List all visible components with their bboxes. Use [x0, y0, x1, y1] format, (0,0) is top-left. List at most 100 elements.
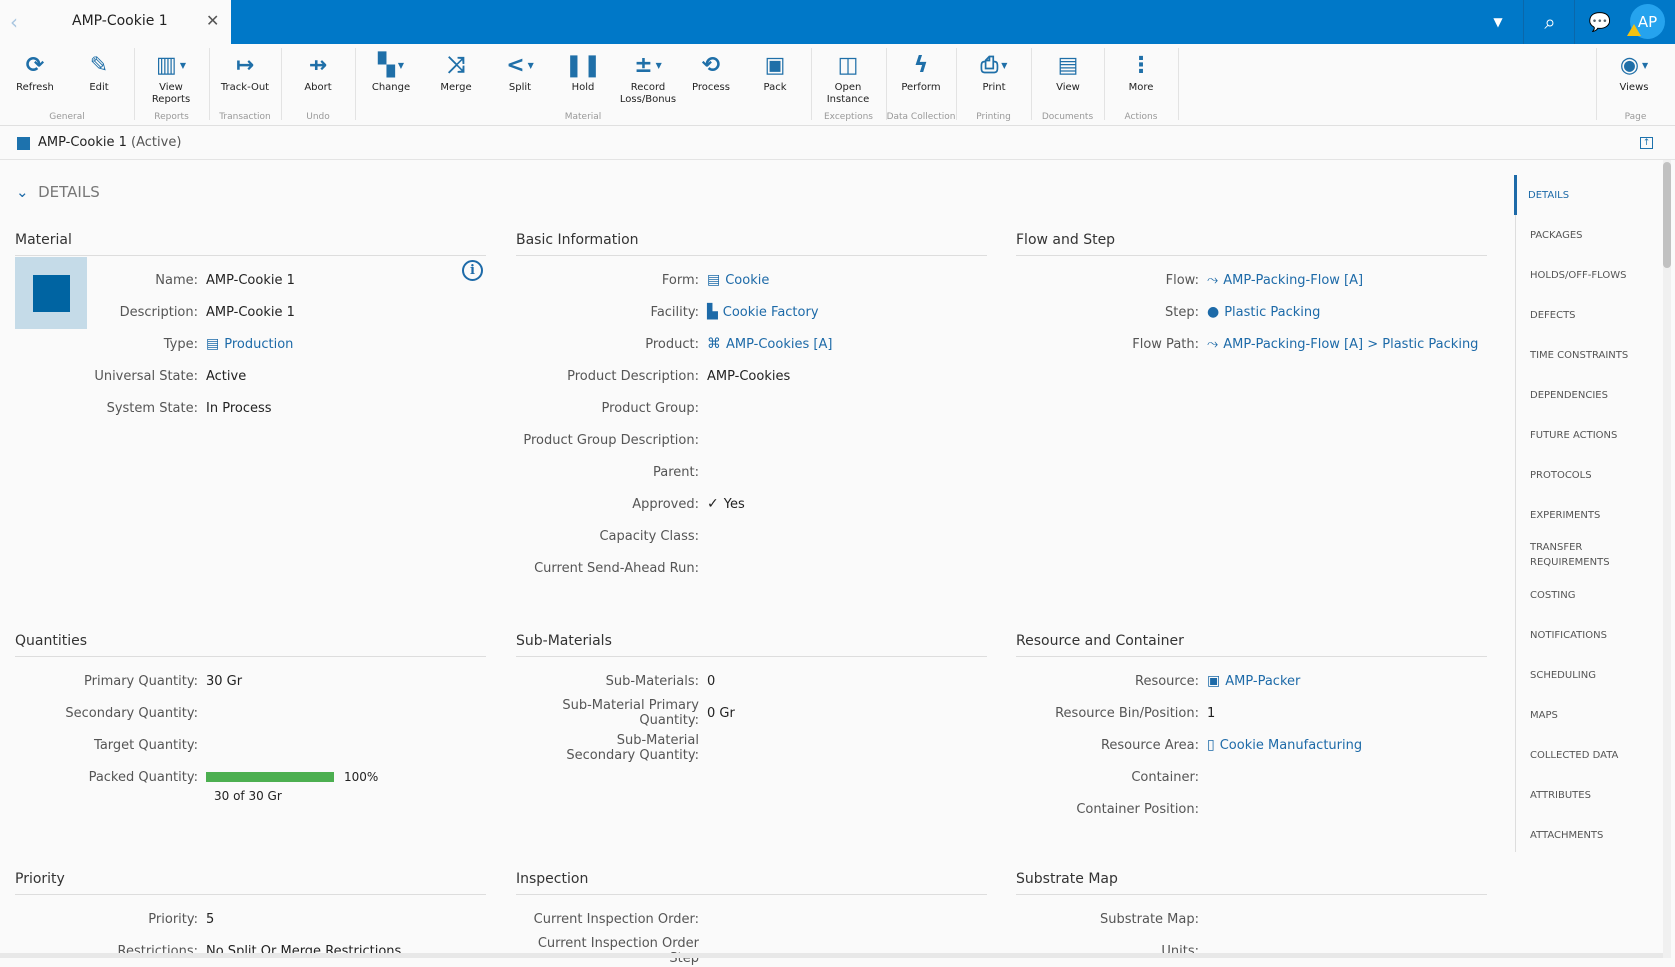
dropdown-caret-icon: ▼	[527, 61, 534, 70]
views-button[interactable]: ◉ ▼ Views	[1602, 50, 1666, 94]
hold-button[interactable]: ❚❚ Hold	[551, 50, 615, 94]
group-label: Data Collection	[886, 112, 956, 122]
nav-item-collected-data[interactable]: COLLECTED DATA	[1530, 749, 1619, 761]
value-link[interactable]: Production	[224, 336, 294, 352]
collapse-header-icon[interactable]: ↑	[1640, 137, 1653, 149]
field-row: Primary Quantity: 30 Gr	[15, 665, 486, 697]
nav-item-costing[interactable]: COSTING	[1530, 589, 1576, 601]
chat-icon[interactable]: 💬	[1588, 11, 1612, 33]
details-toggle[interactable]: ⌄ DETAILS	[16, 183, 100, 201]
pack-button[interactable]: ▣ Pack	[743, 50, 807, 94]
perform-button[interactable]: ϟ Perform	[889, 50, 953, 94]
nav-item-future-actions[interactable]: FUTURE ACTIONS	[1530, 429, 1618, 441]
lightning-icon: ϟ	[913, 53, 929, 78]
nav-item-attachments[interactable]: ATTACHMENTS	[1530, 829, 1604, 841]
view-reports-button[interactable]: ▥ ▼ View Reports	[139, 50, 203, 106]
nav-item-transfer-requirements[interactable]: TRANSFER REQUIREMENTS	[1530, 542, 1610, 568]
change-button[interactable]: ▚ ▼ Change	[359, 50, 423, 94]
nav-item-time-constraints[interactable]: TIME CONSTRAINTS	[1530, 349, 1629, 361]
field-row: Product Description: AMP-Cookies	[516, 360, 987, 392]
field-row: Container:	[1016, 761, 1487, 793]
track-out-button[interactable]: ↦ Track-Out	[213, 50, 277, 94]
back-chevron-icon[interactable]: ‹	[10, 10, 18, 34]
group-label: Documents	[1041, 112, 1094, 122]
nav-item-packages[interactable]: PACKAGES	[1530, 229, 1583, 241]
value: AMP-Cookie 1	[206, 304, 295, 320]
nav-item-protocols[interactable]: PROTOCOLS	[1530, 469, 1592, 481]
view-button[interactable]: ▤ View	[1036, 50, 1100, 94]
field-row: Description: AMP-Cookie 1	[15, 296, 486, 328]
value-link[interactable]: AMP-Packing-Flow [A] > Plastic Packing	[1223, 336, 1479, 352]
nav-item-dependencies[interactable]: DEPENDENCIES	[1530, 389, 1608, 401]
more-vertical-icon: ⋮	[1130, 53, 1152, 78]
field-label: Current Inspection Order:	[533, 911, 699, 927]
nav-item-scheduling[interactable]: SCHEDULING	[1530, 669, 1596, 681]
field-label: Target Quantity:	[94, 737, 198, 753]
print-button[interactable]: ⎙ ▼ Print	[962, 50, 1026, 94]
value: 0	[707, 673, 716, 689]
value-link[interactable]: Cookie	[725, 272, 770, 288]
merge-button[interactable]: ⤨ Merge	[424, 50, 488, 94]
process-button[interactable]: ⟲ Process	[679, 50, 743, 94]
value-link[interactable]: Cookie Manufacturing	[1219, 737, 1363, 753]
close-icon[interactable]: ✕	[206, 11, 220, 30]
search-icon[interactable]: ⌕	[1544, 10, 1556, 34]
group-label: General	[49, 112, 85, 122]
value: 0 Gr	[707, 705, 735, 721]
link-icon: ⌘	[707, 336, 721, 352]
open-instance-button[interactable]: ◫ Open Instance	[816, 50, 880, 106]
button-label: Pack	[763, 82, 787, 93]
nav-item-notifications[interactable]: NOTIFICATIONS	[1530, 629, 1607, 641]
scrollbar-thumb[interactable]	[1663, 162, 1671, 268]
nav-item-details[interactable]: DETAILS	[1514, 175, 1655, 215]
material-image	[15, 257, 87, 329]
field-label: Name:	[155, 272, 198, 288]
pause-icon: ❚❚	[564, 53, 602, 78]
value-link[interactable]: AMP-Cookies [A]	[726, 336, 833, 352]
abort-button[interactable]: ⇸ Abort	[286, 50, 350, 94]
value-link[interactable]: Cookie Factory	[722, 304, 819, 320]
field-label: Current Send-Ahead Run:	[534, 560, 699, 576]
value: AMP-Cookie 1	[206, 272, 295, 288]
value-link[interactable]: Plastic Packing	[1224, 304, 1321, 320]
more-button[interactable]: ⋮ More	[1109, 50, 1173, 94]
dropdown-caret-icon[interactable]: ▼	[1493, 15, 1503, 29]
field-label: Capacity Class:	[599, 528, 699, 544]
field-row: Priority: 5	[15, 903, 486, 935]
field-label: Container:	[1131, 769, 1199, 785]
field-row: Secondary Quantity:	[15, 697, 486, 729]
substrate-section: Substrate Map Substrate Map: Units:	[1016, 871, 1487, 967]
field-label: Product Group:	[601, 400, 699, 416]
info-icon[interactable]: i	[462, 260, 483, 281]
section-title: Resource and Container	[1016, 633, 1487, 657]
tab-amp-cookie[interactable]: ‹ AMP-Cookie 1 ✕	[0, 0, 231, 44]
group-label: Page	[1624, 112, 1647, 122]
value-link[interactable]: AMP-Packer	[1225, 673, 1301, 689]
nav-item-experiments[interactable]: EXPERIMENTS	[1530, 509, 1601, 521]
record-loss-bonus-button[interactable]: ± ▼ Record Loss/Bonus	[616, 50, 680, 106]
document-icon: ▤	[1057, 53, 1079, 78]
nav-item-holds-off-flows[interactable]: HOLDS/OFF-FLOWS	[1530, 269, 1627, 281]
group-label: Undo	[306, 112, 330, 122]
field-label: Container Position:	[1076, 801, 1199, 817]
refresh-icon: ⟳	[25, 53, 45, 78]
field-row: Sub-Material Primary Quantity: 0 Gr	[516, 697, 987, 729]
nav-item-maps[interactable]: MAPS	[1530, 709, 1558, 721]
field-row: Current Send-Ahead Run:	[516, 552, 987, 584]
value: AMP-Cookies	[707, 368, 791, 384]
refresh-button[interactable]: ⟳ Refresh	[3, 50, 67, 94]
scrollbar[interactable]	[1663, 160, 1671, 958]
button-label: Process	[692, 82, 730, 93]
edit-button[interactable]: ✎ Edit	[67, 50, 131, 94]
field-row: Form: ▤ Cookie	[516, 264, 987, 296]
nav-item-attributes[interactable]: ATTRIBUTES	[1530, 789, 1591, 801]
value: 5	[206, 911, 215, 927]
field-label: Substrate Map:	[1100, 911, 1199, 927]
field-label: Sub-Materials:	[605, 673, 699, 689]
link-icon: ▤	[707, 272, 721, 288]
field-row: Current Inspection Order Step	[516, 935, 987, 967]
group-label: Transaction	[219, 112, 271, 122]
nav-item-defects[interactable]: DEFECTS	[1530, 309, 1576, 321]
split-button[interactable]: < ▼ Split	[488, 50, 552, 94]
value-link[interactable]: AMP-Packing-Flow [A]	[1223, 272, 1364, 288]
